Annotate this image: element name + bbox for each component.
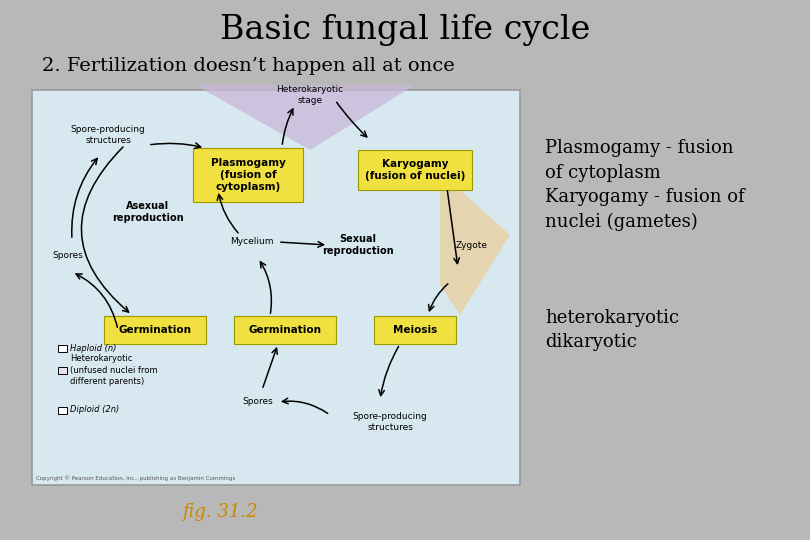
Text: Heterokaryotic
stage: Heterokaryotic stage	[276, 85, 343, 105]
Text: Germination: Germination	[249, 325, 322, 335]
FancyBboxPatch shape	[104, 316, 206, 344]
Text: Spore-producing
structures: Spore-producing structures	[352, 413, 428, 431]
Text: Mycelium: Mycelium	[230, 238, 274, 246]
Polygon shape	[195, 85, 415, 150]
Text: Meiosis: Meiosis	[393, 325, 437, 335]
FancyBboxPatch shape	[32, 90, 520, 485]
Text: Spores: Spores	[243, 397, 273, 407]
Text: Sexual
reproduction: Sexual reproduction	[322, 234, 394, 256]
Text: 2. Fertilization doesn’t happen all at once: 2. Fertilization doesn’t happen all at o…	[42, 57, 454, 75]
Text: Plasmogamy - fusion
of cytoplasm
Karyogamy - fusion of
nuclei (gametes): Plasmogamy - fusion of cytoplasm Karyoga…	[545, 139, 744, 231]
Text: Basic fungal life cycle: Basic fungal life cycle	[220, 14, 590, 46]
Text: Plasmogamy
(fusion of
cytoplasm): Plasmogamy (fusion of cytoplasm)	[211, 158, 285, 192]
Bar	[58, 407, 67, 414]
Text: Germination: Germination	[118, 325, 191, 335]
FancyBboxPatch shape	[234, 316, 336, 344]
Text: fig. 31.2: fig. 31.2	[182, 503, 258, 521]
Text: Haploid (n): Haploid (n)	[70, 344, 117, 353]
Text: Heterokaryotic
(unfused nuclei from
different parents): Heterokaryotic (unfused nuclei from diff…	[70, 354, 158, 386]
Bar	[58, 367, 67, 374]
Text: heterokaryotic
dikaryotic: heterokaryotic dikaryotic	[545, 309, 679, 351]
Text: Spores: Spores	[53, 251, 83, 260]
Text: Copyright © Pearson Education, Inc., publishing as Benjamin Cummings: Copyright © Pearson Education, Inc., pub…	[36, 475, 235, 481]
Polygon shape	[440, 172, 510, 315]
FancyBboxPatch shape	[374, 316, 456, 344]
Bar	[58, 345, 67, 352]
FancyBboxPatch shape	[193, 148, 303, 202]
Text: Asexual
reproduction: Asexual reproduction	[113, 201, 184, 223]
Text: Zygote: Zygote	[456, 240, 488, 249]
Text: Diploid (2n): Diploid (2n)	[70, 406, 119, 415]
FancyBboxPatch shape	[358, 150, 472, 190]
Text: Karyogamy
(fusion of nuclei): Karyogamy (fusion of nuclei)	[364, 159, 465, 181]
Text: Spore-producing
structures: Spore-producing structures	[70, 125, 145, 145]
